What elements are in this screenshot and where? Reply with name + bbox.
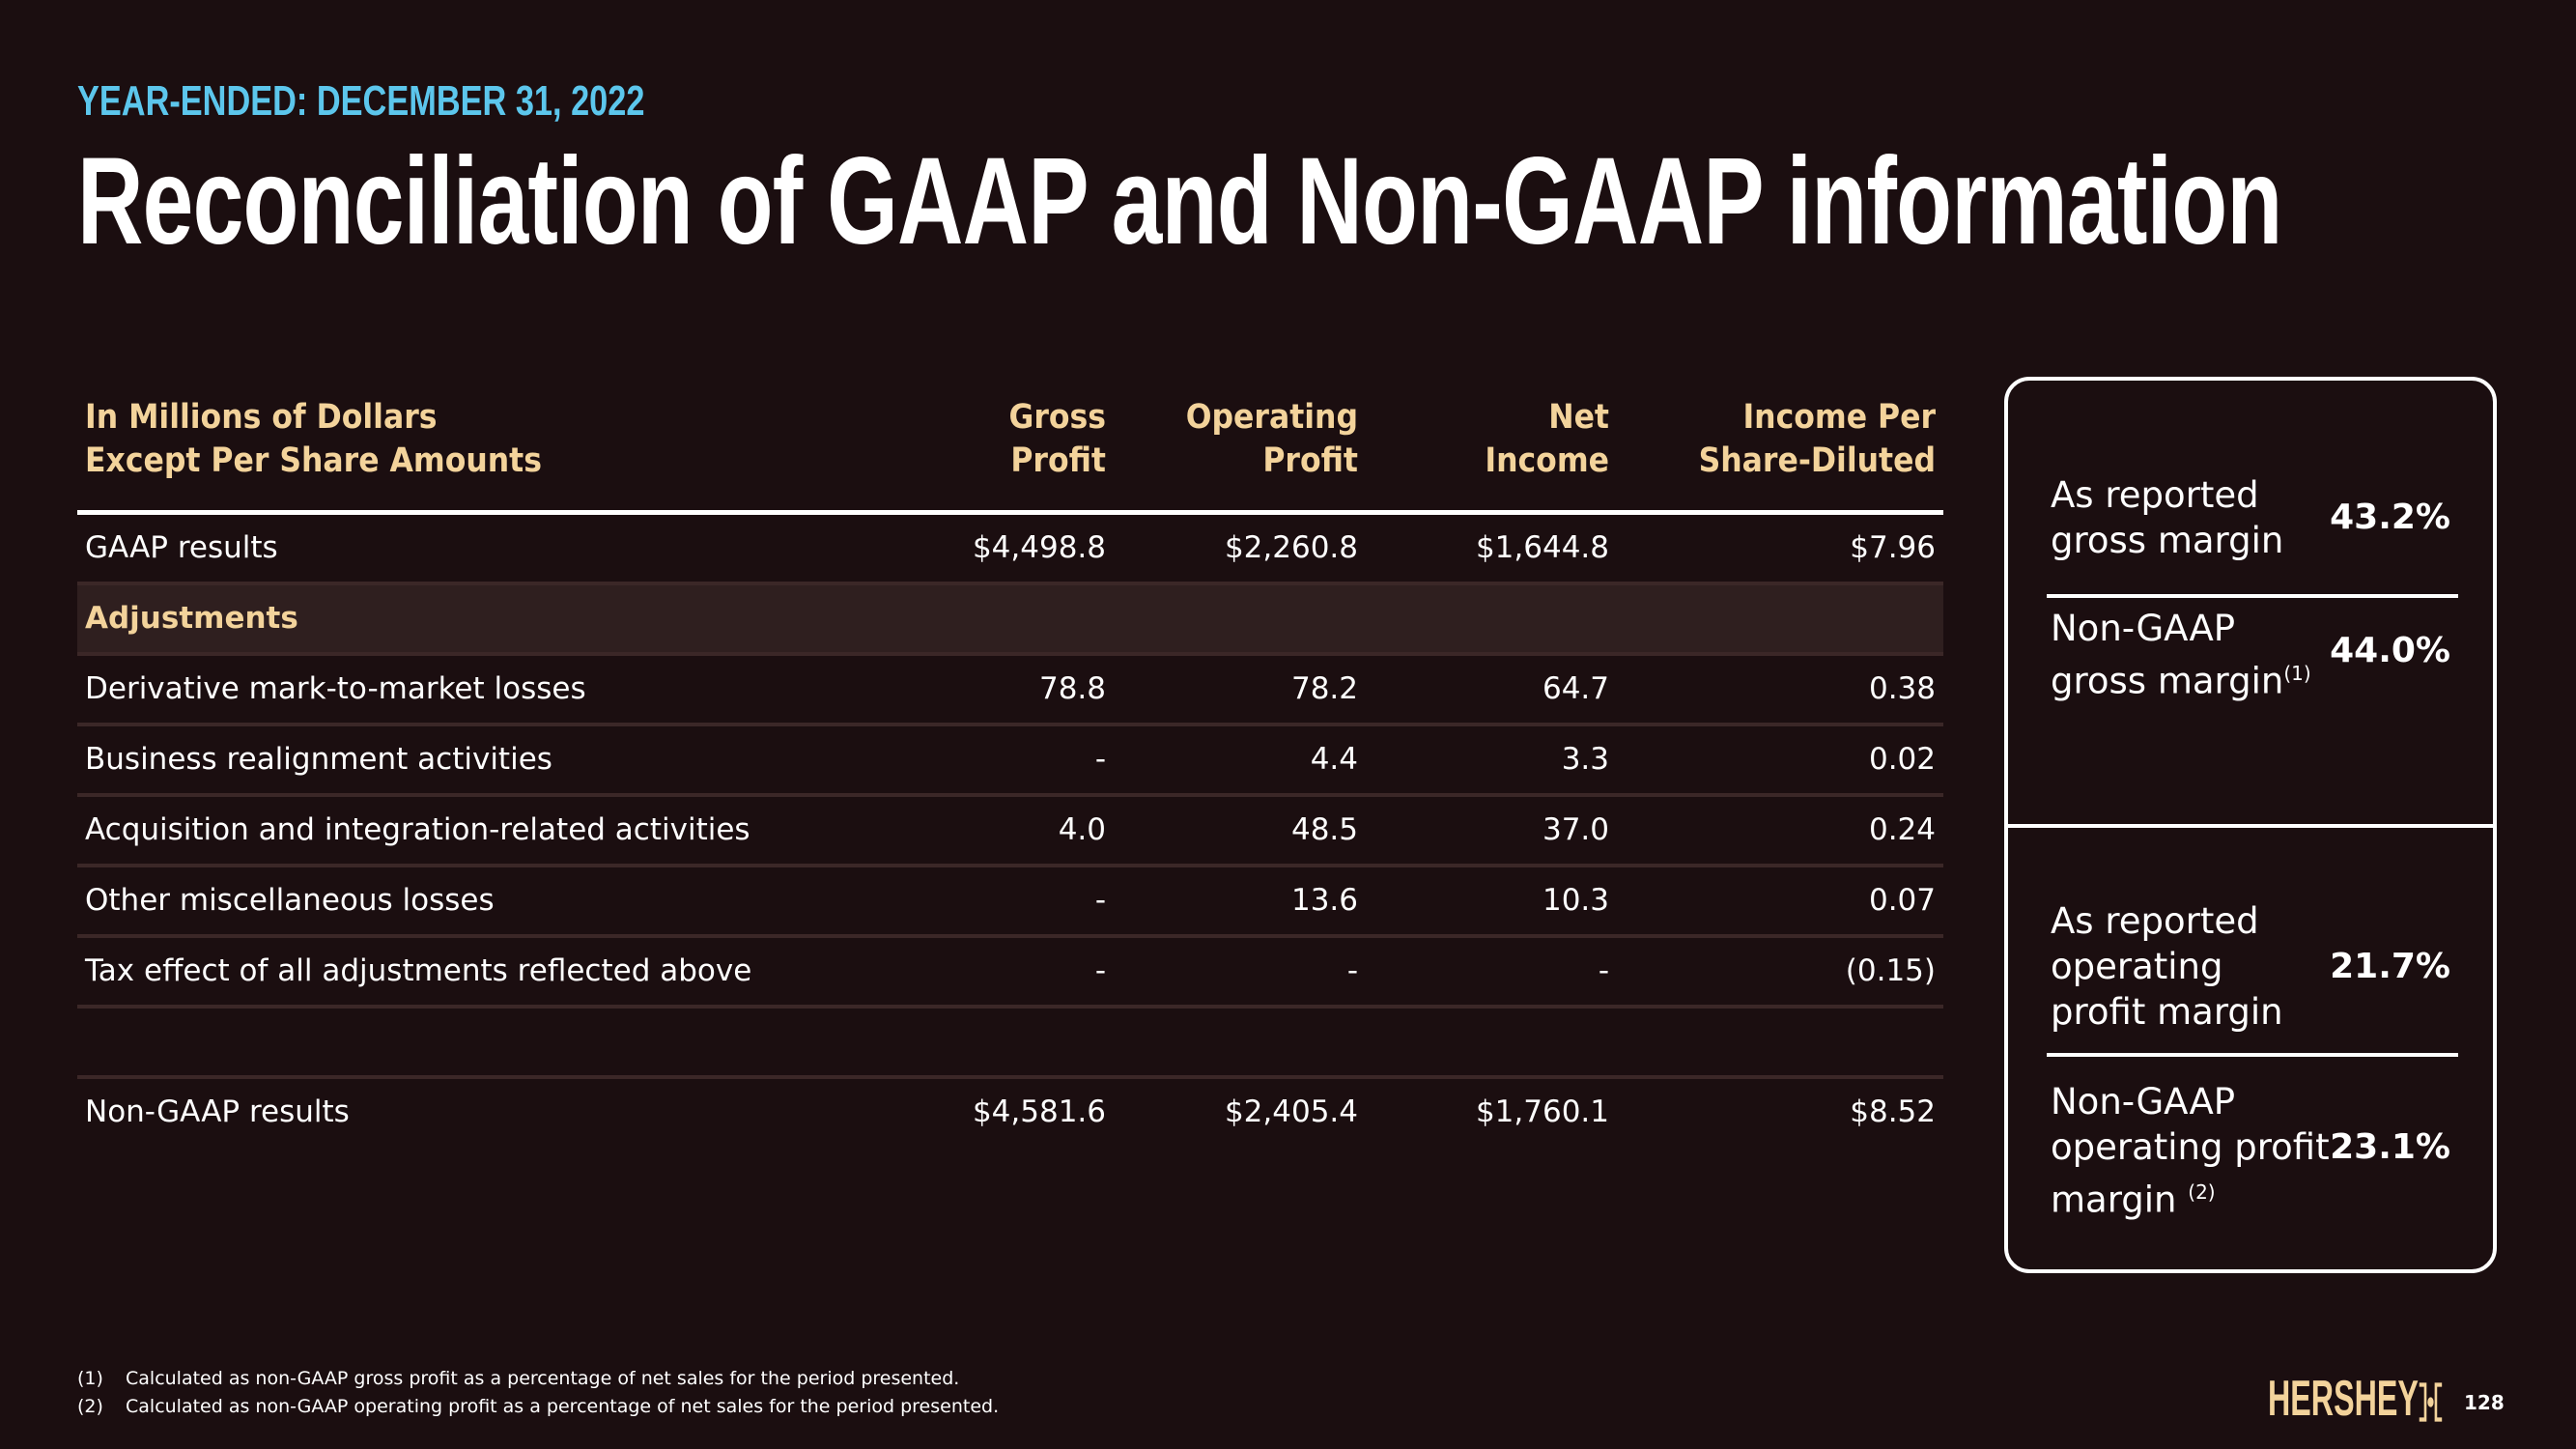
metric-value: 44.0%: [2330, 631, 2450, 670]
cell-value: 4.4: [1310, 742, 1358, 777]
column-header-net-income: Net Income: [1485, 398, 1609, 480]
cell-value: 13.6: [1290, 883, 1358, 918]
cell-value: -: [1094, 953, 1106, 988]
cell-value: 0.07: [1868, 883, 1936, 918]
cell-value: $7.96: [1850, 530, 1936, 565]
row-label: Derivative mark-to-market losses: [85, 671, 586, 706]
cell-value: -: [1094, 883, 1106, 918]
divider: [2047, 594, 2458, 598]
table-header: In Millions of Dollars Except Per Share A…: [77, 396, 1943, 515]
table-row: Derivative mark-to-market losses 78.8 78.2…: [77, 656, 1943, 726]
reconciliation-table: In Millions of Dollars Except Per Share A…: [77, 396, 1943, 1146]
table-row: Other miscellaneous losses - 13.6 10.3 0.07: [77, 867, 1943, 938]
table-row: Acquisition and integration-related acti…: [77, 797, 1943, 867]
table-row: Non-GAAP results $4,581.6 $2,405.4 $1,760.1…: [77, 1079, 1943, 1146]
cell-value: 0.02: [1868, 742, 1936, 777]
page-number: 128: [2464, 1391, 2505, 1414]
column-header-eps-diluted: Income Per Share-Diluted: [1698, 398, 1936, 480]
cell-value: $2,405.4: [1224, 1094, 1358, 1129]
hershey-logo: HERSHEY⯘: [2268, 1371, 2444, 1427]
cell-value: 3.3: [1561, 742, 1609, 777]
row-label: Adjustments: [85, 601, 298, 636]
column-header-description: In Millions of Dollars Except Per Share A…: [85, 398, 542, 480]
spacer-row: [77, 1009, 1943, 1079]
column-header-operating-profit: Operating Profit: [1185, 398, 1358, 480]
row-label: Tax effect of all adjustments reflected …: [85, 953, 752, 988]
cell-value: $4,498.8: [972, 530, 1106, 565]
cell-value: $8.52: [1850, 1094, 1936, 1129]
cell-value: $1,644.8: [1475, 530, 1609, 565]
table-row: GAAP results $4,498.8 $2,260.8 $1,644.8 $7.9…: [77, 515, 1943, 585]
metric-value: 23.1%: [2330, 1127, 2450, 1167]
row-label: Business realignment activities: [85, 742, 552, 777]
cell-value: $1,760.1: [1475, 1094, 1609, 1129]
column-header-gross-profit: Gross Profit: [1008, 398, 1106, 480]
row-label: Acquisition and integration-related acti…: [85, 812, 750, 847]
cell-value: 64.7: [1542, 671, 1609, 706]
cell-value: -: [1094, 742, 1106, 777]
metric-value: 21.7%: [2330, 947, 2450, 986]
cell-value: 10.3: [1542, 883, 1609, 918]
metric-as-reported-gross-margin: As reported gross margin 43.2%: [2051, 474, 2450, 561]
metric-value: 43.2%: [2330, 497, 2450, 537]
cell-value: -: [1346, 953, 1358, 988]
cell-value: (0.15): [1845, 953, 1936, 988]
period-subtitle: YEAR-ENDED: DECEMBER 31, 2022: [77, 77, 645, 125]
section-header-row: Adjustments: [77, 585, 1943, 656]
cell-value: $2,260.8: [1224, 530, 1358, 565]
cell-value: 78.8: [1038, 671, 1106, 706]
margin-summary-box: As reported gross margin 43.2% Non-GAAP gr…: [2004, 377, 2497, 1273]
row-label: GAAP results: [85, 530, 278, 565]
footnote-2: (2) Calculated as non-GAAP operating prof…: [77, 1396, 1000, 1417]
cell-value: -: [1598, 953, 1609, 988]
box-section-divider: [2008, 824, 2493, 828]
cell-value: 78.2: [1290, 671, 1358, 706]
table-row: Business realignment activities - 4.4 3.3 0.…: [77, 726, 1943, 797]
table-row: Tax effect of all adjustments reflected …: [77, 938, 1943, 1009]
footnote-1: (1) Calculated as non-GAAP gross profit a…: [77, 1368, 960, 1389]
row-label: Other miscellaneous losses: [85, 883, 495, 918]
row-label: Non-GAAP results: [85, 1094, 350, 1129]
divider: [2047, 1053, 2458, 1057]
cell-value: 4.0: [1058, 812, 1106, 847]
cell-value: 37.0: [1542, 812, 1609, 847]
page-title: Reconciliation of GAAP and Non-GAAP info…: [77, 132, 2282, 270]
cell-value: 0.38: [1868, 671, 1936, 706]
cell-value: 0.24: [1868, 812, 1936, 847]
cell-value: 48.5: [1290, 812, 1358, 847]
cell-value: $4,581.6: [972, 1094, 1106, 1129]
